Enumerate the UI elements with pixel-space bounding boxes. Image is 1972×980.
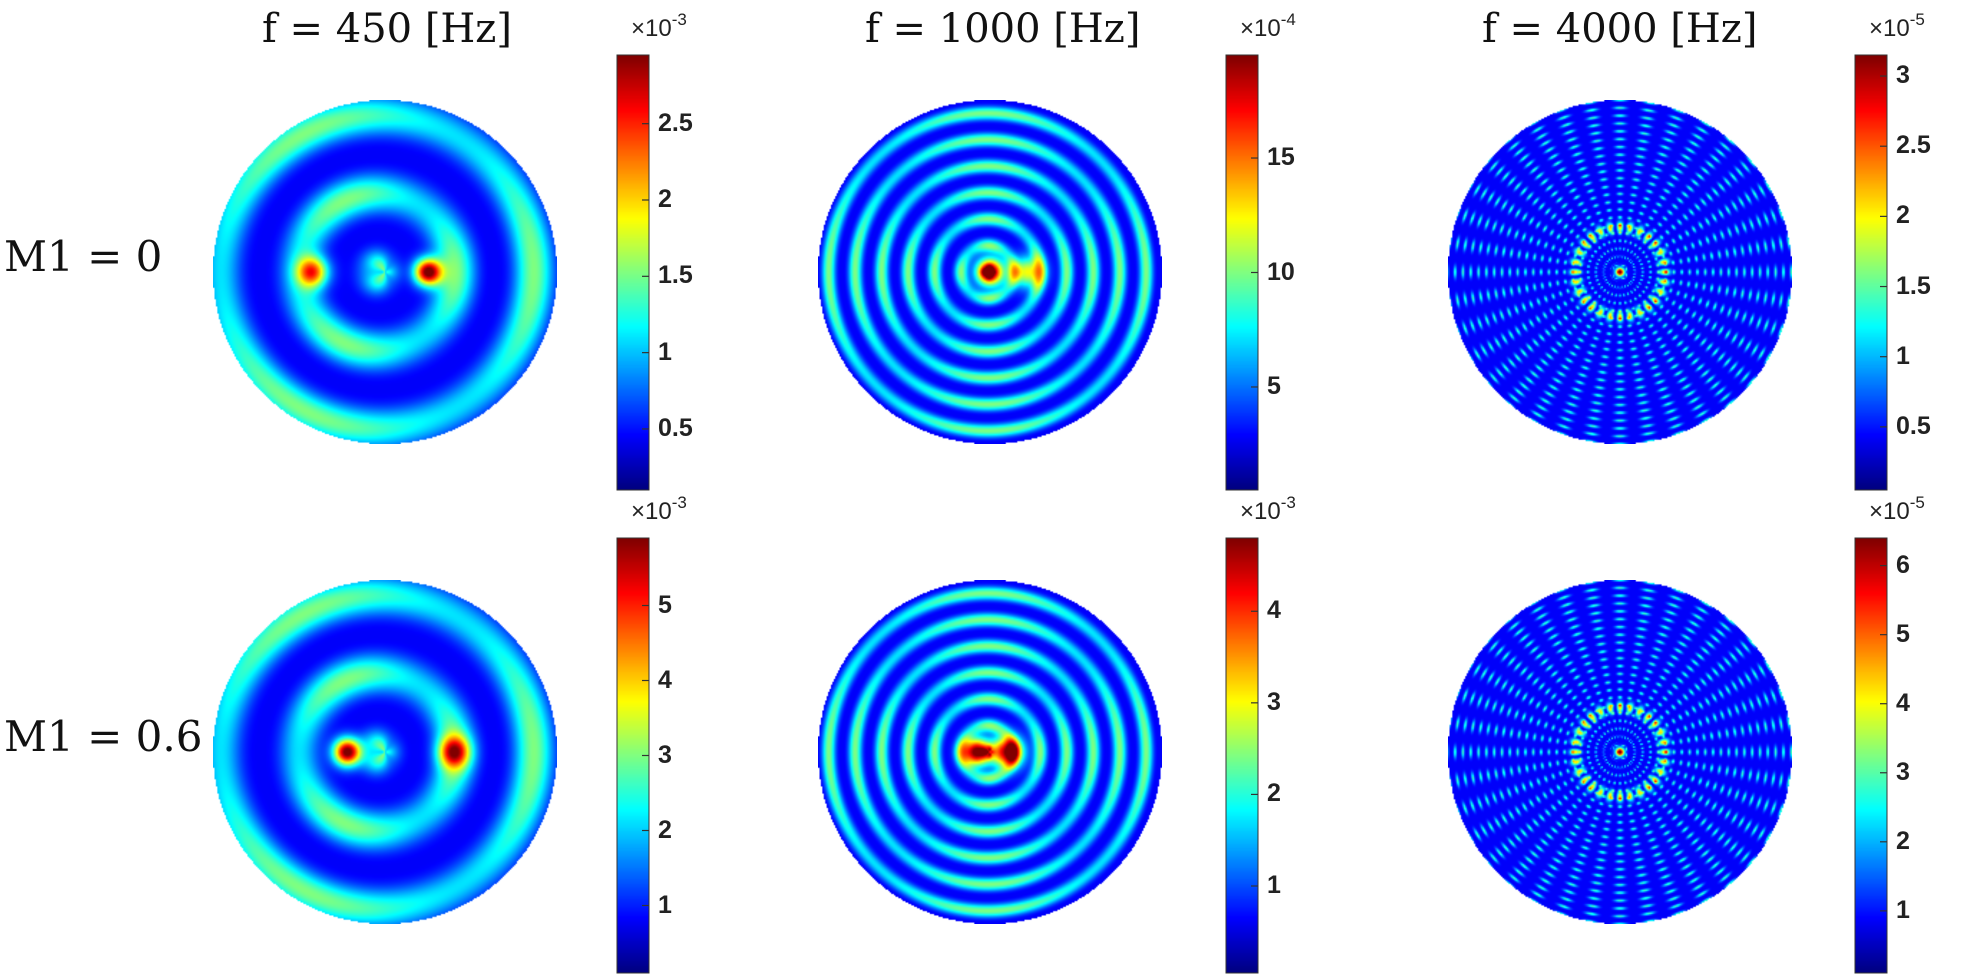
colorbar-tick-label: 6 [1896,550,1910,579]
colorbar-tick-label: 1 [658,337,672,366]
colorbar-tick-label: 0.5 [1896,411,1931,440]
colorbar-tick-label: 4 [658,665,672,694]
colorbar-frame [616,54,650,491]
column-title: f = 4000 [Hz] [1482,6,1758,52]
heatmap-disc [213,100,557,444]
colorbar-tick-label: 15 [1267,143,1295,172]
colorbar [1855,538,1887,973]
colorbar-exponent: ×10-3 [631,10,687,42]
colorbar-exponent: ×10-5 [1869,493,1925,525]
colorbar-tick-label: 1.5 [658,261,693,290]
colorbar-tick-label: 5 [658,590,672,619]
colorbar-tick-label: 4 [1267,596,1281,625]
heatmap-disc [1448,580,1792,924]
colorbar-tick-label: 2 [1896,826,1910,855]
colorbar-tick-label: 5 [1267,371,1281,400]
colorbar-exponent: ×10-3 [1240,493,1296,525]
colorbar-frame [1854,54,1888,491]
colorbar-tick-label: 2.5 [1896,131,1931,160]
colorbar [617,55,649,490]
colorbar-tick-label: 4 [1896,688,1910,717]
colorbar-frame [1854,537,1888,974]
heatmap-disc [818,580,1162,924]
row-label: M1 = 0 [4,232,163,281]
colorbar-tick-label: 2 [658,815,672,844]
colorbar-exponent: ×10-4 [1240,10,1296,42]
colorbar-tick-label: 1 [1896,341,1910,370]
colorbar-tick-label: 3 [658,740,672,769]
colorbar-exponent: ×10-3 [631,493,687,525]
colorbar-tick-label: 3 [1267,687,1281,716]
colorbar-tick-label: 2 [1896,201,1910,230]
heatmap-disc [213,580,557,924]
colorbar-tick-label: 5 [1896,619,1910,648]
colorbar-tick-label: 1.5 [1896,271,1931,300]
colorbar-tick-label: 1 [658,890,672,919]
heatmap-disc [818,100,1162,444]
colorbar [1226,538,1258,973]
row-label: M1 = 0.6 [4,712,203,761]
colorbar-frame [1225,537,1259,974]
colorbar-tick-label: 2 [1267,779,1281,808]
colorbar-tick-label: 2 [658,185,672,213]
colorbar-tick-label: 1 [1267,871,1281,899]
colorbar-tick-label: 0.5 [658,413,693,442]
colorbar-tick-label: 1 [1896,895,1910,924]
column-title: f = 450 [Hz] [262,6,512,52]
colorbar-tick-label: 2.5 [658,108,693,137]
heatmap-disc [1448,100,1792,444]
colorbar-tick-label: 10 [1267,257,1295,286]
colorbar-exponent: ×10-5 [1869,10,1925,42]
colorbar [1855,55,1887,490]
colorbar-tick-label: 3 [1896,61,1910,90]
colorbar-tick-label: 3 [1896,757,1910,786]
column-title: f = 1000 [Hz] [865,6,1141,52]
